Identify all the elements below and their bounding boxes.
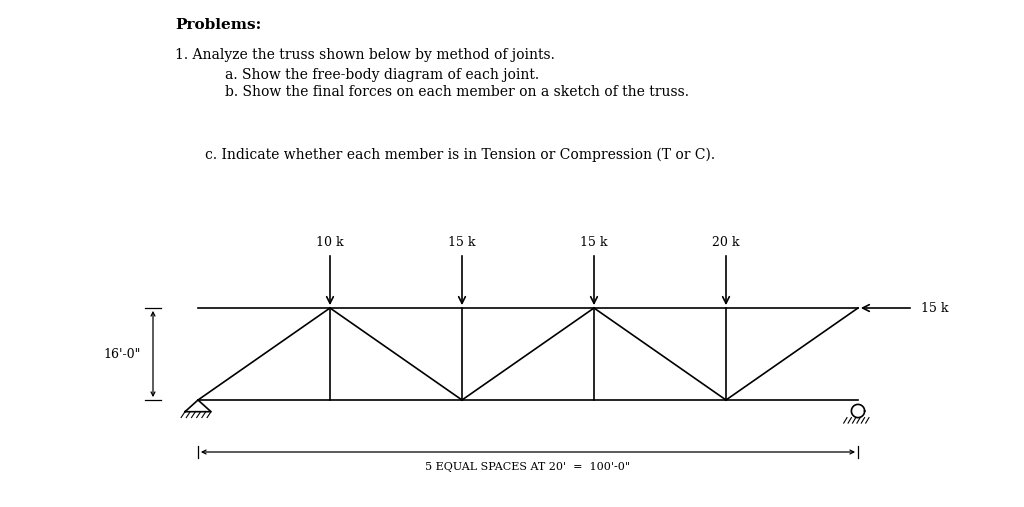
Text: 16'-0": 16'-0": [103, 347, 141, 360]
Text: 5 EQUAL SPACES AT 20'  =  100'-0": 5 EQUAL SPACES AT 20' = 100'-0": [425, 462, 631, 472]
Text: b. Show the final forces on each member on a sketch of the truss.: b. Show the final forces on each member …: [225, 85, 689, 99]
Text: 15 k: 15 k: [581, 236, 608, 249]
Text: 15 k: 15 k: [921, 302, 948, 314]
Text: 20 k: 20 k: [713, 236, 739, 249]
Text: 1. Analyze the truss shown below by method of joints.: 1. Analyze the truss shown below by meth…: [175, 48, 555, 62]
Text: c. Indicate whether each member is in Tension or Compression (T or C).: c. Indicate whether each member is in Te…: [205, 148, 715, 162]
Text: a. Show the free-body diagram of each joint.: a. Show the free-body diagram of each jo…: [225, 68, 539, 82]
Text: 15 k: 15 k: [449, 236, 476, 249]
Text: Problems:: Problems:: [175, 18, 261, 32]
Text: 10 k: 10 k: [316, 236, 344, 249]
